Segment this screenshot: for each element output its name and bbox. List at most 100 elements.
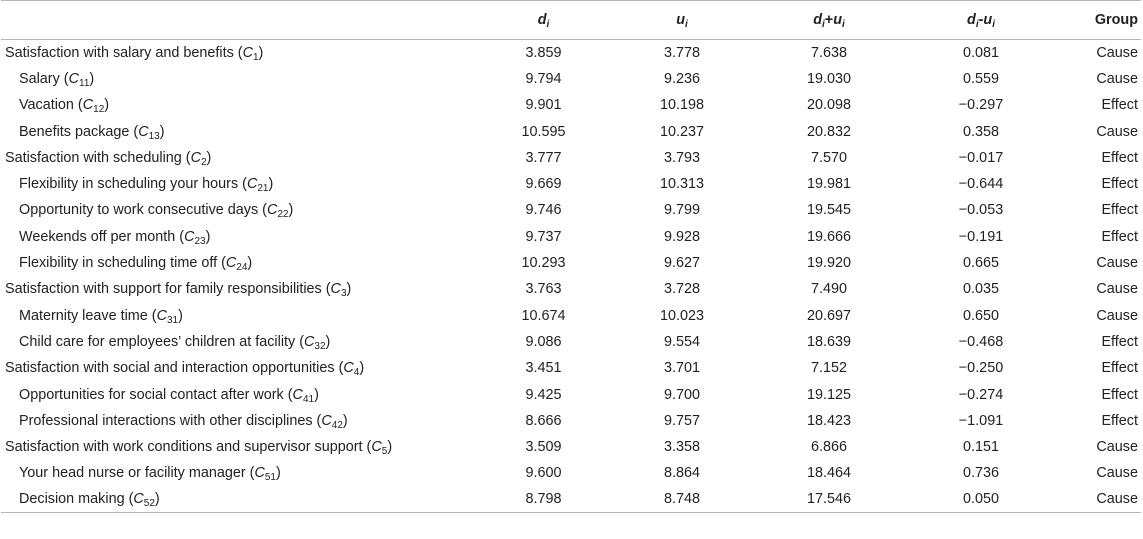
criterion-text: Vacation ( [19,97,83,114]
u-value: 10.198 [659,97,704,114]
criterion-text: Satisfaction with scheduling ( [5,149,191,166]
criterion-close: ) [314,386,319,403]
d-minus-u-value: 0.559 [962,70,999,87]
sub-criterion-row: Professional interactions with other dis… [1,408,1141,434]
criterion-code-sub: 12 [93,104,105,116]
criterion-label: Flexibility in scheduling your hours (C2… [1,171,475,197]
u-value: 3.778 [663,44,700,61]
criterion-code: C [304,333,315,350]
criterion-row: Satisfaction with salary and benefits (C… [1,40,1141,66]
d-minus-u-value: 0.358 [962,123,999,140]
criterion-code-sub: 52 [143,498,155,510]
criterion-label: Child care for employees’ children at fa… [1,329,475,355]
criterion-code-sub: 11 [79,77,90,89]
header-dmu-d-sub: i [975,19,979,30]
criterion-text: Salary ( [19,70,69,87]
criterion-code-sub: 51 [264,472,276,484]
sub-criterion-row: Your head nurse or facility manager (C51… [1,460,1141,486]
header-d-var: d [537,12,547,28]
criterion-label: Vacation (C12) [1,92,475,118]
d-minus-u-value: −0.274 [958,386,1004,403]
criterion-close: ) [275,465,281,482]
header-d-minus-u: di-ui [906,0,1056,40]
criterion-close: ) [288,202,294,219]
criterion-label: Opportunities for social contact after w… [1,381,475,407]
group-value: Effect [1101,333,1138,350]
criterion-code: C [68,70,79,87]
criterion-code: C [190,149,201,166]
d-plus-u-value: 20.098 [806,97,851,114]
u-value: 9.236 [663,70,700,87]
d-value: 9.600 [525,465,562,482]
u-value: 9.700 [663,386,700,403]
criterion-label: Weekends off per month (C23) [1,224,475,250]
d-minus-u-value: −0.468 [958,333,1004,350]
criterion-code: C [292,386,303,403]
d-minus-u-value: 0.035 [962,281,999,298]
header-dpu-d-sub: i [822,19,825,30]
criterion-code: C [184,228,195,245]
d-value: 9.425 [525,386,562,403]
criterion-text: Decision making ( [19,491,134,508]
d-value: 3.777 [525,149,562,166]
d-value: 3.763 [525,281,562,298]
criterion-code: C [242,44,253,61]
criterion-text: Flexibility in scheduling your hours ( [19,176,247,193]
d-minus-u-value: 0.081 [962,44,999,61]
criterion-code-sub: 24 [236,262,248,274]
d-minus-u-value: 0.665 [962,255,999,272]
criterion-label: Flexibility in scheduling time off (C24) [1,250,475,276]
criterion-code-sub: 31 [166,314,179,326]
header-row: di ui di+ui di-ui Group [1,0,1141,40]
group-value: Cause [1096,255,1138,272]
criterion-text: Maternity leave time ( [19,307,157,324]
u-value: 3.358 [663,439,700,456]
u-value: 10.313 [659,176,704,193]
header-d: di [475,0,612,40]
header-u: ui [612,0,752,40]
header-u-var: u [676,12,685,28]
header-dpu-d: d [813,12,823,28]
sub-criterion-row: Maternity leave time (C31) 10.674 10.023 20… [1,302,1141,328]
d-value: 3.509 [525,439,562,456]
criterion-code-sub: 22 [277,209,289,221]
d-value: 8.798 [475,486,612,514]
d-plus-u-value: 7.152 [810,360,847,377]
header-d-plus-u: di+ui [752,0,906,40]
sub-criterion-row: Vacation (C12) 9.901 10.198 20.098 −0.297 Eff… [1,92,1141,118]
criterion-text: Weekends off per month ( [19,228,185,245]
criterion-label: Satisfaction with scheduling (C2) [1,145,475,171]
criterion-code: C [266,202,278,219]
u-value: 8.748 [612,486,752,514]
criterion-code: C [138,123,149,140]
criterion-code: C [246,176,258,193]
d-value: 3.451 [525,360,562,377]
header-dmu-d: d [967,12,976,28]
d-minus-u-value: −0.297 [958,97,1004,114]
d-plus-u-value: 19.666 [806,228,851,245]
d-plus-u-value: 17.546 [752,486,906,514]
d-minus-u-value: 0.050 [906,486,1056,514]
table-body: Satisfaction with salary and benefits (C… [1,40,1141,514]
criterion-label: Opportunity to work consecutive days (C2… [1,197,475,223]
d-value: 10.595 [521,123,566,140]
group-value: Cause [1096,44,1138,61]
header-d-sub: i [546,19,550,30]
criterion-text: Satisfaction with support for family res… [5,281,331,298]
group-value: Effect [1101,228,1138,245]
criterion-code-sub: 2 [200,156,207,168]
d-value: 10.293 [521,255,566,272]
d-minus-u-value: 0.151 [962,439,999,456]
criterion-text: Professional interactions with other dis… [19,412,322,429]
d-plus-u-value: 6.866 [810,439,847,456]
u-value: 9.757 [663,412,700,429]
criterion-close: ) [104,97,110,114]
d-value: 9.086 [525,333,562,350]
criterion-code-sub: 5 [381,446,388,458]
criterion-row: Satisfaction with scheduling (C2) 3.777 3.… [1,145,1141,171]
criterion-code-sub: 1 [252,51,259,63]
d-plus-u-value: 7.570 [810,149,847,166]
group-value: Cause [1096,465,1138,482]
criterion-close: ) [346,281,352,298]
group-value: Effect [1101,149,1138,166]
